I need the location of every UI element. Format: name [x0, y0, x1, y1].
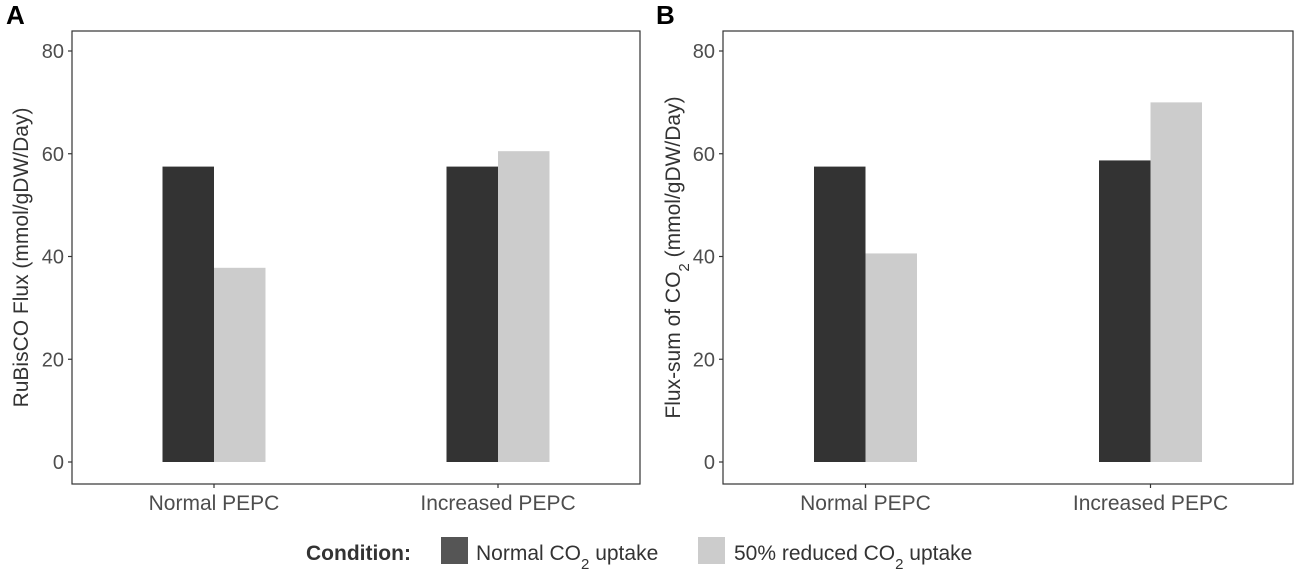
legend-key: [441, 537, 468, 564]
y-tick-label: 60: [693, 144, 715, 166]
y-tick-label: 20: [693, 349, 715, 371]
bar: [498, 151, 550, 462]
y-axis-label: RuBisCO Flux (mmol/gDW/Day): [10, 108, 33, 408]
plot-frame: [722, 30, 1294, 485]
bar: [865, 253, 917, 462]
legend: Condition: Normal CO2 uptake 50% reduced C…: [306, 537, 972, 573]
legend-item-label: 50% reduced CO2 uptake: [734, 542, 972, 573]
y-tick-label: 40: [42, 247, 64, 269]
y-tick-label: 20: [42, 349, 64, 371]
panel-letter: A: [6, 0, 25, 30]
bar: [214, 267, 266, 462]
bar: [814, 166, 866, 462]
bar: [162, 166, 214, 462]
legend-item-label: Normal CO2 uptake: [476, 542, 658, 573]
bar: [1099, 160, 1151, 462]
y-tick-label: 60: [42, 144, 64, 166]
y-tick-label: 80: [693, 41, 715, 63]
x-tick-label: Increased PEPC: [1073, 492, 1228, 515]
legend-title: Condition:: [306, 542, 411, 565]
y-tick-label: 40: [693, 247, 715, 269]
x-tick-label: Increased PEPC: [420, 492, 575, 515]
panel-a: A 0 20 40 60 80 RuBisCO Flux (mmol/gDW/Day) Nor…: [6, 0, 641, 515]
y-tick-label: 0: [53, 452, 64, 474]
y-axis-label: Flux-sum of CO2 (mmol/gDW/Day): [662, 96, 693, 418]
bar: [1150, 102, 1202, 462]
x-tick-label: Normal PEPC: [149, 492, 280, 515]
x-tick-label: Normal PEPC: [800, 492, 931, 515]
legend-key: [698, 537, 725, 564]
plot-frame: [71, 30, 641, 485]
y-tick-label: 80: [42, 41, 64, 63]
panel-letter: B: [656, 0, 675, 30]
panel-b: B 0 20 40 60 80 Flux-sum of CO2 (mmol/gDW/Day)…: [656, 0, 1294, 515]
y-tick-label: 0: [704, 452, 715, 474]
bar: [446, 166, 498, 462]
